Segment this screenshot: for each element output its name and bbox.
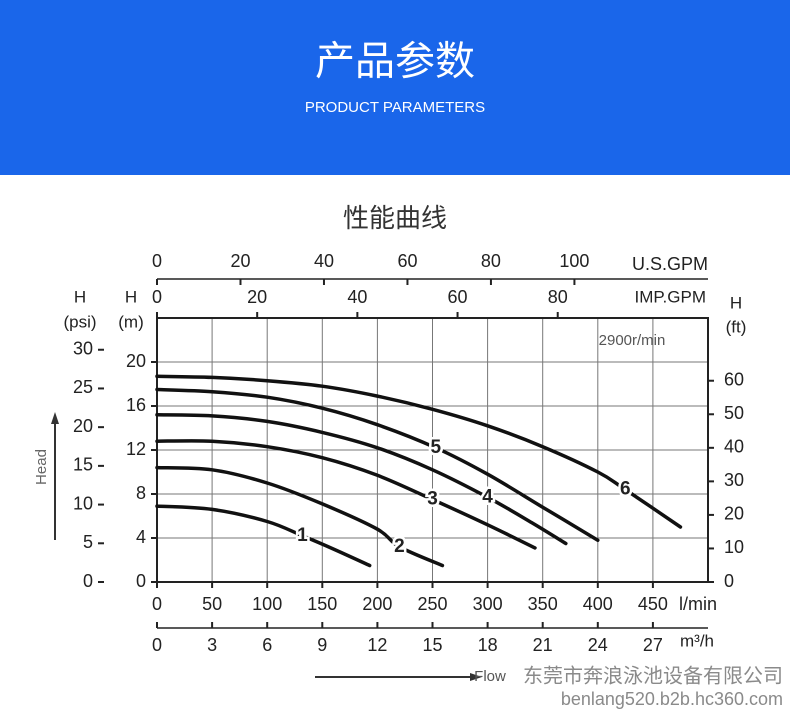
ft-tick-label: 10: [724, 537, 744, 557]
x-arrow-head: [470, 673, 482, 681]
imp-gpm-tick-label: 60: [448, 287, 468, 307]
pump-curve: [155, 504, 372, 568]
m3h-label: m³/h: [680, 631, 714, 650]
x-title: Flow: [474, 668, 506, 685]
m3h-tick-label: 6: [262, 635, 272, 655]
pump-curve: [155, 387, 600, 542]
imp-gpm-label: IMP.GPM: [635, 287, 706, 306]
x-label: l/min: [679, 594, 717, 614]
y-tick-label: 4: [136, 527, 146, 547]
header-subtitle: PRODUCT PARAMETERS: [305, 99, 485, 116]
watermark-url: benlang520.b2b.hc360.com: [561, 689, 783, 709]
x-tick-label: 100: [252, 594, 282, 614]
us-gpm-tick-label: 40: [314, 251, 334, 271]
us-gpm-tick-label: 60: [397, 251, 417, 271]
chart-title: 性能曲线: [343, 203, 447, 233]
imp-gpm-tick-label: 0: [152, 287, 162, 307]
us-gpm-tick-label: 80: [481, 251, 501, 271]
m3h-tick-label: 15: [422, 635, 442, 655]
ft-tick-label: 0: [724, 571, 734, 591]
header-band: [0, 0, 790, 175]
annotation: 2900r/min: [599, 332, 666, 349]
curve-label: 5: [431, 437, 442, 458]
header-title: 产品参数: [315, 40, 475, 84]
x-tick-label: 300: [473, 594, 503, 614]
imp-gpm-tick-label: 80: [548, 287, 568, 307]
curve-label: 4: [482, 486, 493, 507]
curve-label: 1: [297, 525, 308, 546]
x-tick-label: 200: [362, 594, 392, 614]
us-gpm-tick-label: 0: [152, 251, 162, 271]
psi-label: (psi): [63, 312, 96, 331]
watermark-company: 东莞市奔浪泳池设备有限公司: [523, 664, 783, 687]
x-tick-label: 400: [583, 594, 613, 614]
m-symbol: H: [125, 287, 137, 306]
pump-curve: [155, 413, 568, 546]
us-gpm-label: U.S.GPM: [632, 254, 708, 274]
ft-label: (ft): [726, 317, 747, 336]
us-gpm-tick-label: 20: [230, 251, 250, 271]
pump-curve: [155, 439, 537, 550]
y-tick-label: 20: [126, 351, 146, 371]
imp-gpm-tick-label: 40: [347, 287, 367, 307]
pump-curve: [155, 465, 445, 568]
y-tick-label: 0: [136, 571, 146, 591]
x-tick-label: 250: [417, 594, 447, 614]
m3h-tick-label: 27: [643, 635, 663, 655]
y-tick-label: 12: [126, 439, 146, 459]
psi-symbol: H: [74, 287, 86, 306]
x-tick-label: 50: [202, 594, 222, 614]
m3h-tick-label: 18: [478, 635, 498, 655]
psi-tick-label: 0: [83, 571, 93, 591]
ft-tick-label: 30: [724, 470, 744, 490]
psi-tick-label: 10: [73, 493, 93, 513]
curve-label: 2: [394, 536, 405, 557]
x-tick-label: 450: [638, 594, 668, 614]
x-tick-label: 150: [307, 594, 337, 614]
y-tick-label: 16: [126, 395, 146, 415]
m-label: (m): [118, 312, 143, 331]
ft-tick-label: 40: [724, 437, 744, 457]
imp-gpm-tick-label: 20: [247, 287, 267, 307]
m3h-tick-label: 24: [588, 635, 608, 655]
ft-symbol: H: [730, 293, 742, 312]
m3h-tick-label: 9: [317, 635, 327, 655]
m3h-tick-label: 3: [207, 635, 217, 655]
curve-label: 3: [427, 489, 438, 510]
curve-label: 6: [620, 479, 631, 500]
psi-tick-label: 30: [73, 338, 93, 358]
psi-tick-label: 5: [83, 532, 93, 552]
x-tick-label: 350: [528, 594, 558, 614]
psi-tick-label: 15: [73, 455, 93, 475]
us-gpm-tick-label: 100: [559, 251, 589, 271]
y-title: Head: [33, 449, 50, 485]
m3h-tick-label: 0: [152, 635, 162, 655]
y-arrow-head: [51, 412, 59, 424]
ft-tick-label: 50: [724, 403, 744, 423]
y-tick-label: 8: [136, 483, 146, 503]
psi-tick-label: 20: [73, 416, 93, 436]
m3h-tick-label: 21: [533, 635, 553, 655]
x-tick-label: 0: [152, 594, 162, 614]
ft-tick-label: 60: [724, 369, 744, 389]
m3h-tick-label: 12: [367, 635, 387, 655]
psi-tick-label: 25: [73, 377, 93, 397]
pump-curve: [155, 374, 683, 529]
ft-tick-label: 20: [724, 504, 744, 524]
